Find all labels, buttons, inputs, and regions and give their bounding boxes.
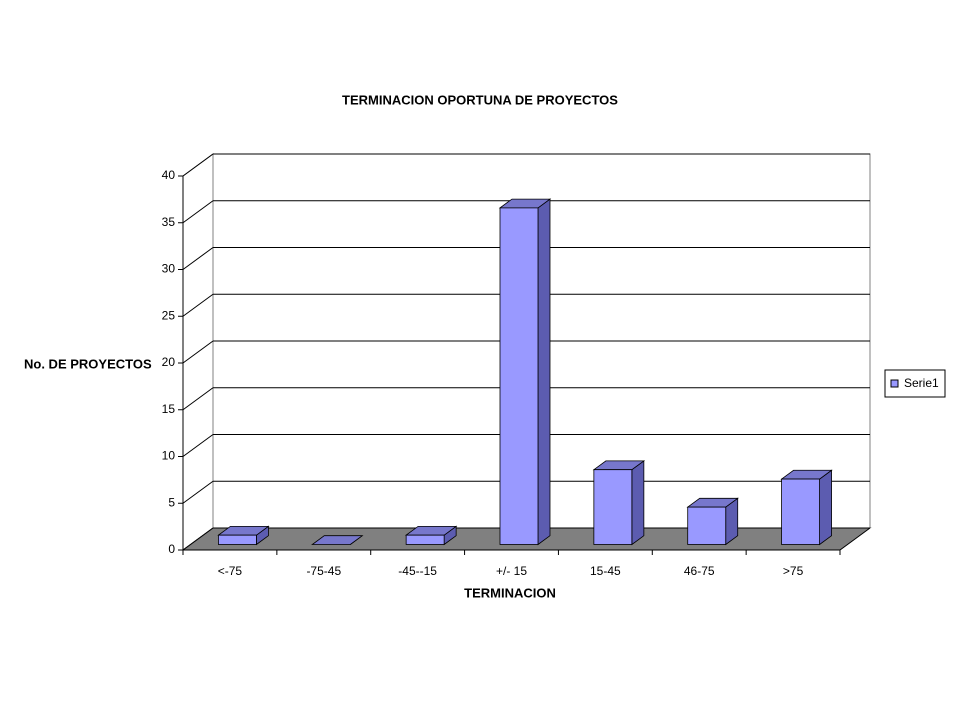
y-tick-label: 25 (162, 308, 176, 322)
grid-line (182, 480, 214, 504)
grid-line (182, 153, 214, 177)
grid-line (182, 200, 214, 224)
bar-top (311, 535, 364, 545)
y-tick-label: 5 (168, 495, 175, 509)
x-axis-label: TERMINACION (464, 585, 556, 600)
x-tick-label: 15-45 (590, 564, 621, 578)
bar (218, 534, 257, 545)
x-tick-label: -45--15 (398, 564, 437, 578)
y-tick-label: 15 (162, 402, 176, 416)
x-tick-label: 46-75 (684, 564, 715, 578)
grid-line (182, 434, 214, 457)
bar-side (631, 460, 645, 546)
grid-line (182, 387, 214, 411)
x-tick-label: <-75 (218, 564, 243, 578)
bar (405, 534, 445, 545)
x-tick-label: -75-45 (306, 564, 341, 578)
y-tick-label: 0 (168, 542, 175, 556)
bar (593, 469, 633, 545)
grid-line (182, 293, 214, 317)
legend-swatch (890, 379, 899, 388)
x-tick-label: >75 (783, 564, 804, 578)
y-tick-label: 30 (162, 262, 176, 276)
legend-label: Serie1 (904, 376, 939, 390)
y-tick-label: 40 (162, 168, 176, 182)
y-tick-label: 10 (162, 449, 176, 463)
chart-title: TERMINACION OPORTUNA DE PROYECTOS (342, 92, 618, 107)
y-tick-label: 20 (162, 355, 176, 369)
y-tick-label: 35 (162, 215, 176, 229)
bar (781, 478, 820, 545)
bar (687, 506, 727, 545)
bar (499, 207, 539, 545)
y-axis-label: No. DE PROYECTOS (24, 356, 152, 371)
x-tick-label: +/- 15 (496, 564, 527, 578)
bar-side (819, 469, 832, 546)
grid-line (182, 527, 214, 551)
grid-line (182, 247, 214, 270)
grid-line (182, 340, 214, 364)
bar-side (537, 198, 551, 546)
